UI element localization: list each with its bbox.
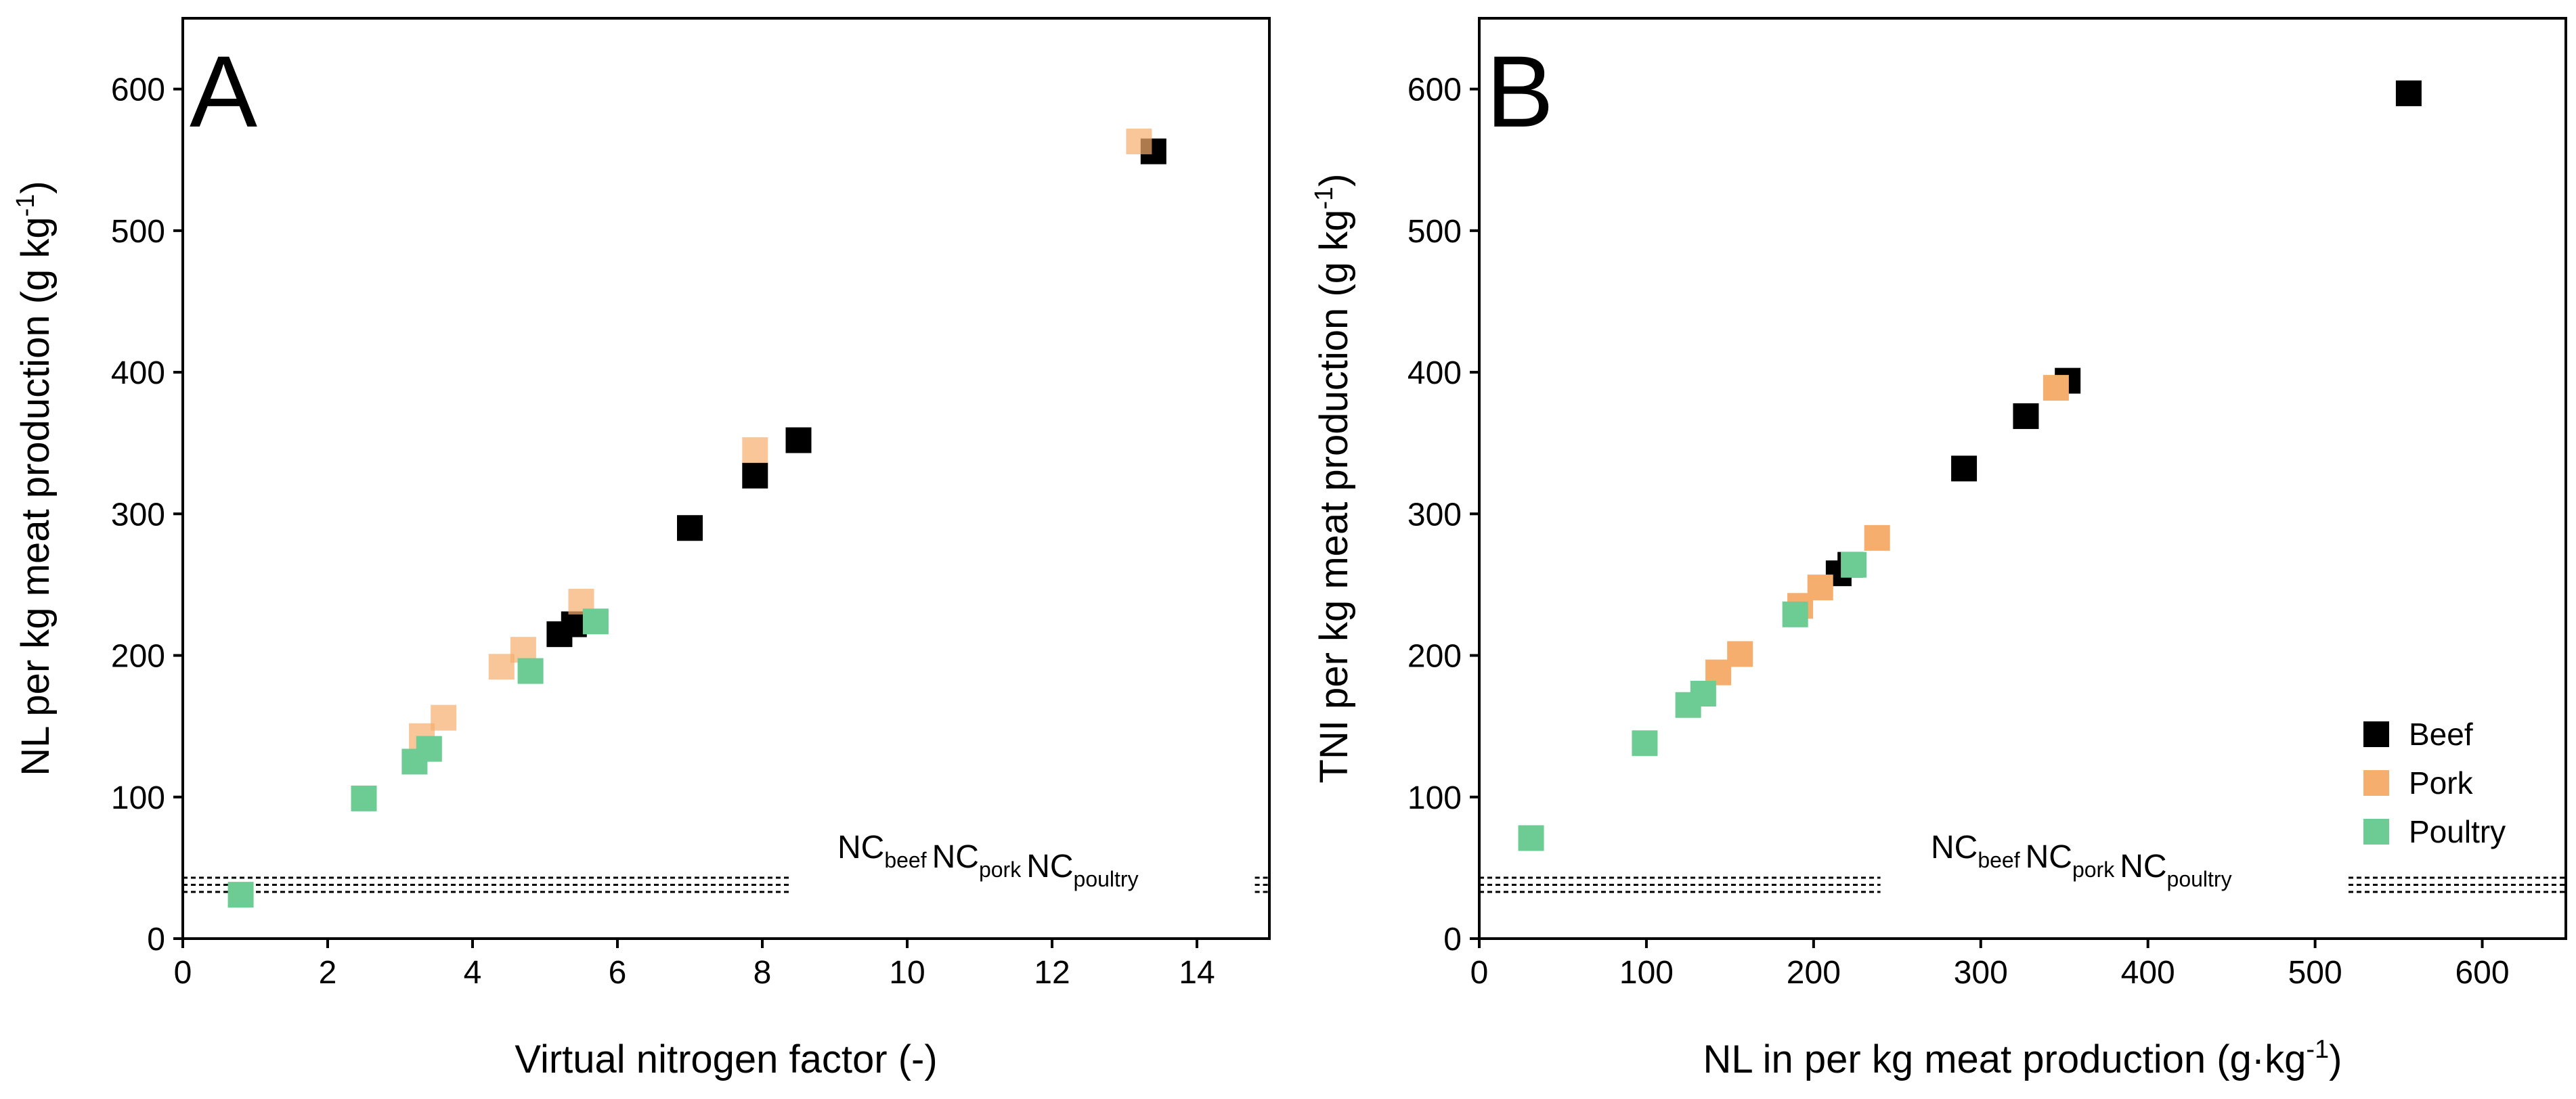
panel-a-y-tick-label: 300 xyxy=(111,497,165,533)
panel-a-x-axis-title: Virtual nitrogen factor (-) xyxy=(515,1037,937,1081)
panel-b-x-tick-label: 200 xyxy=(1787,955,1841,991)
legend-swatch-poultry xyxy=(2363,819,2389,845)
panel-a-x-tick-label: 8 xyxy=(754,955,772,991)
panel-a-x-tick-label: 4 xyxy=(464,955,482,991)
panel-b-x-tick-label: 100 xyxy=(1619,955,1674,991)
panel-b-x-tick-label: 0 xyxy=(1470,955,1489,991)
panel-a-point-poultry-4 xyxy=(517,658,544,684)
panel-a-x-tick-label: 6 xyxy=(609,955,627,991)
panel-b-y-axis-title: TNI per kg meat production (g kg-1) xyxy=(1310,174,1356,784)
panel-a-y-axis-title-main: NL per kg meat production (g kg xyxy=(14,217,58,776)
legend-label-poultry: Poultry xyxy=(2409,814,2506,849)
panel-a-y-axis-title-sup: -1 xyxy=(12,194,40,217)
panel-b-nc-sub-poultry: poultry xyxy=(2167,867,2232,891)
panel-b-y-axis-title-end: ) xyxy=(1312,174,1356,187)
panel-a-nc-sub-pork: pork xyxy=(979,857,1022,882)
panel-a-point-beef-1 xyxy=(561,611,587,637)
panel-a-y-tick-label: 200 xyxy=(111,639,165,675)
panel-a-nc-label-beef: NC xyxy=(837,830,884,866)
panel-a-y-tick-label: 600 xyxy=(111,72,165,108)
panel-b-x-tick-label: 400 xyxy=(2121,955,2175,991)
panel-b-point-poultry-1 xyxy=(1632,730,1658,757)
legend-swatch-beef xyxy=(2363,721,2389,747)
panel-a-point-beef-2 xyxy=(677,515,703,541)
panel-b-point-beef-2 xyxy=(1951,455,1978,482)
panel-a-point-pork-6 xyxy=(1126,129,1152,155)
panel-b-plot-frame xyxy=(1478,17,2567,940)
panel-b-point-poultry-0 xyxy=(1518,825,1544,851)
panel-b-y-axis-title-main: TNI per kg meat production (g kg xyxy=(1312,210,1356,784)
panel-b-nc-label-pork: NC xyxy=(2026,839,2072,875)
panel-a-nc-labels: NCbeef NCpork NCpoultry xyxy=(837,830,1139,891)
panel-a-nc-sub-beef: beef xyxy=(884,848,926,872)
panel-b-y-tick-label: 400 xyxy=(1407,355,1462,391)
panel-b-x-axis-title-main: NL in per kg meat production (g·kg xyxy=(1703,1037,2307,1081)
panel-b-point-poultry-4 xyxy=(1782,601,1808,627)
panel-a-y-tick-label: 0 xyxy=(147,922,165,958)
panel-b-point-pork-5 xyxy=(2043,375,2069,401)
panel-a-letter: A xyxy=(190,35,257,148)
legend-label-beef: Beef xyxy=(2409,717,2473,752)
panel-a-x-tick-label: 12 xyxy=(1034,955,1070,991)
panel-a-x-tick-label: 0 xyxy=(174,955,192,991)
panel-a-point-poultry-3 xyxy=(416,736,442,762)
panel-b-nc-label-poultry: NC xyxy=(2120,849,2166,884)
panel-a-x-tick-label: 10 xyxy=(889,955,925,991)
panel-b-x-tick-label: 300 xyxy=(1954,955,2008,991)
panel-b-x-axis-title: NL in per kg meat production (g·kg-1) xyxy=(1703,1035,2342,1081)
panel-b-point-beef-5 xyxy=(2395,80,2422,106)
panel-b-point-pork-4 xyxy=(1864,524,1890,551)
panel-a-point-beef-3 xyxy=(742,462,768,489)
panel-b-point-beef-3 xyxy=(2013,403,2039,429)
panel-b-y-tick-label: 0 xyxy=(1443,922,1462,958)
panel-b-nc-labels: NCbeef NCpork NCpoultry xyxy=(1931,830,2232,891)
panel-b-x-axis-title-sup: -1 xyxy=(2306,1035,2329,1064)
panel-a-point-pork-5 xyxy=(742,437,768,464)
panel-a-y-tick-label: 400 xyxy=(111,355,165,391)
panel-b-point-poultry-3 xyxy=(1690,681,1716,707)
panel-a-point-pork-2 xyxy=(488,654,515,680)
panel-a-nc-sub-poultry: poultry xyxy=(1074,867,1139,891)
panel-b-y-tick-label: 500 xyxy=(1407,214,1462,250)
panel-b-point-pork-3 xyxy=(1807,575,1833,601)
panel-a-point-poultry-5 xyxy=(582,608,609,635)
panel-a-nc-label-poultry: NC xyxy=(1026,849,1073,884)
panel-a-x-tick-label: 2 xyxy=(319,955,337,991)
panel-a-point-poultry-0 xyxy=(227,882,254,908)
panel-b-y-tick-label: 300 xyxy=(1407,497,1462,533)
panel-b-letter: B xyxy=(1486,35,1554,148)
panel-a-x-tick-label: 14 xyxy=(1179,955,1215,991)
panel-b-point-pork-1 xyxy=(1727,641,1753,667)
panel-a-y-axis-title: NL per kg meat production (g kg-1) xyxy=(12,181,58,776)
panel-a-point-beef-4 xyxy=(785,427,812,453)
panel-b-y-axis-title-sup: -1 xyxy=(1310,187,1338,210)
panel-b-nc-sub-pork: pork xyxy=(2072,857,2115,882)
panel-a-point-pork-1 xyxy=(431,704,457,731)
panel-a-y-tick-label: 500 xyxy=(111,214,165,250)
panel-b-y-tick-label: 200 xyxy=(1407,639,1462,675)
panel-b-x-tick-label: 600 xyxy=(2455,955,2509,991)
panel-a-nc-label-pork: NC xyxy=(932,839,979,875)
panel-b-point-poultry-5 xyxy=(1841,552,1867,578)
panel-b-nc-label-beef: NC xyxy=(1931,830,1978,866)
panel-a-y-tick-label: 100 xyxy=(111,780,165,816)
legend-swatch-pork xyxy=(2363,770,2389,796)
panel-b-nc-sub-beef: beef xyxy=(1978,848,2020,872)
panel-a-point-poultry-1 xyxy=(351,785,377,811)
panel-a-plot-frame xyxy=(181,17,1271,940)
panel-b-x-tick-label: 500 xyxy=(2288,955,2342,991)
panel-b-x-axis-title-end: ) xyxy=(2329,1037,2342,1081)
panel-b-y-tick-label: 100 xyxy=(1407,780,1462,816)
legend-label-pork: Pork xyxy=(2409,765,2474,801)
panel-a-y-axis-title-end: ) xyxy=(14,181,58,194)
panel-b-y-tick-label: 600 xyxy=(1407,72,1462,108)
